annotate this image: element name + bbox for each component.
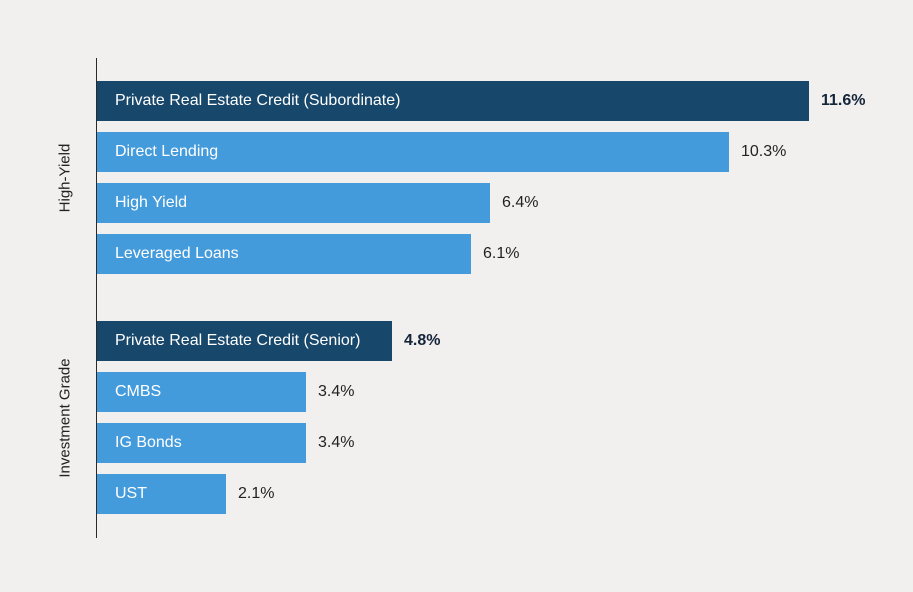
- bar-high-yield: High Yield: [97, 183, 490, 223]
- bar-label: Direct Lending: [115, 143, 219, 160]
- bar-ig-bonds: IG Bonds: [97, 423, 306, 463]
- value-label: 11.6%: [821, 92, 866, 109]
- bar-leveraged-loans: Leveraged Loans: [97, 234, 471, 274]
- group-label-high-yield: High-Yield: [56, 143, 74, 213]
- bar-label: Private Real Estate Credit (Subordinate): [115, 92, 401, 109]
- value-label: 4.8%: [404, 332, 441, 349]
- bar-direct-lending: Direct Lending: [97, 132, 729, 172]
- value-label: 2.1%: [238, 485, 275, 502]
- bar-label: IG Bonds: [115, 434, 182, 451]
- value-label: 3.4%: [318, 383, 355, 400]
- bar-label: UST: [115, 485, 147, 502]
- value-label: 6.1%: [483, 245, 520, 262]
- group-label-investment-grade: Investment Grade: [56, 357, 74, 478]
- bar-cmbs: CMBS: [97, 372, 306, 412]
- bar-label: CMBS: [115, 383, 162, 400]
- bar-private-real-estate-credit-senior: Private Real Estate Credit (Senior): [97, 321, 392, 361]
- value-label: 3.4%: [318, 434, 355, 451]
- value-label: 6.4%: [502, 194, 539, 211]
- value-label: 10.3%: [741, 143, 787, 160]
- bar-label: High Yield: [115, 194, 188, 211]
- bar-label: Private Real Estate Credit (Senior): [115, 332, 361, 349]
- bar-ust: UST: [97, 474, 226, 514]
- y-axis-line: [96, 58, 97, 538]
- bar-private-real-estate-credit-subordinate: Private Real Estate Credit (Subordinate): [97, 81, 809, 121]
- bar-label: Leveraged Loans: [115, 245, 239, 262]
